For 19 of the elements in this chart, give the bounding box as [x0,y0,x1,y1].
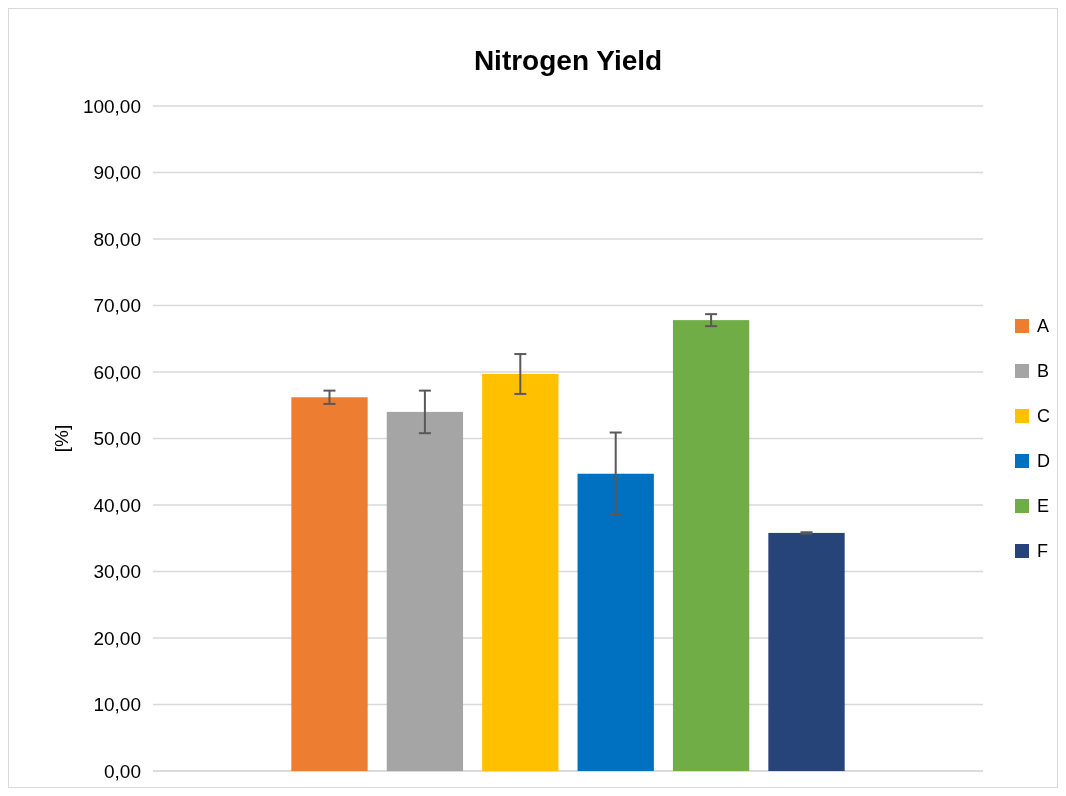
y-tick-label: 0,00 [104,760,141,782]
legend-label: B [1037,361,1050,382]
y-tick-label: 90,00 [93,162,141,184]
legend-label: D [1037,451,1050,472]
y-tick-label: 10,00 [93,694,141,716]
y-tick-label: 80,00 [93,228,141,250]
y-tick-label: 20,00 [93,627,141,649]
legend-label: A [1037,316,1050,337]
y-tick-label: 50,00 [93,428,141,450]
legend-label: E [1037,496,1050,517]
legend-label: C [1037,406,1050,427]
y-tick-label: 60,00 [93,361,141,383]
y-axis-title: [%] [51,424,72,453]
legend-label: F [1037,541,1048,562]
y-tick-label: 40,00 [93,494,141,516]
y-tick-label: 100,00 [82,95,141,117]
y-tick-label: 30,00 [93,561,141,583]
y-tick-label: 70,00 [93,295,141,317]
chart-title: Nitrogen Yield [473,45,663,76]
